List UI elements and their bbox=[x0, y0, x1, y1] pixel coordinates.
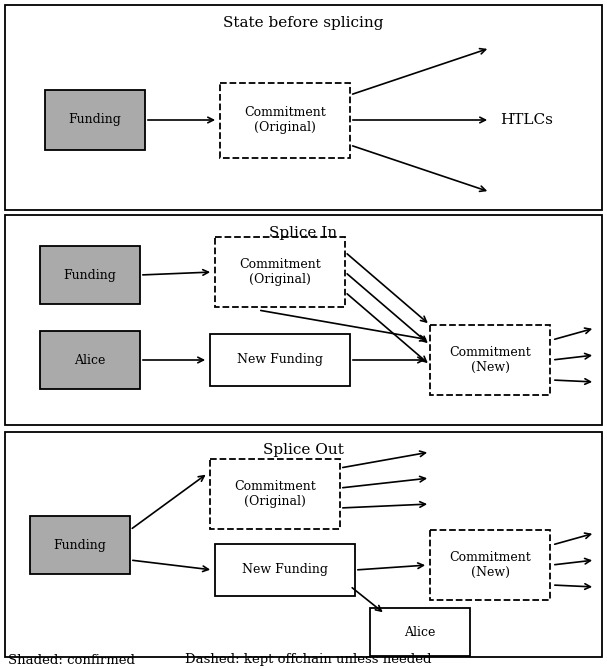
Text: Alice: Alice bbox=[404, 626, 436, 638]
Text: Commitment
(Original): Commitment (Original) bbox=[244, 106, 326, 134]
Bar bbox=[40, 331, 140, 389]
Bar bbox=[220, 82, 350, 157]
Bar bbox=[430, 325, 550, 395]
Text: Splice In: Splice In bbox=[270, 226, 337, 240]
Bar bbox=[370, 608, 470, 656]
Text: Splice Out: Splice Out bbox=[263, 443, 344, 457]
Text: Funding: Funding bbox=[69, 114, 121, 126]
Bar bbox=[30, 516, 130, 574]
Text: HTLCs: HTLCs bbox=[500, 113, 553, 127]
Bar bbox=[40, 246, 140, 304]
Text: Commitment
(Original): Commitment (Original) bbox=[239, 258, 321, 286]
Bar bbox=[45, 90, 145, 150]
Bar bbox=[5, 432, 602, 657]
Bar bbox=[210, 334, 350, 386]
Text: Dashed: kept offchain unless needed: Dashed: kept offchain unless needed bbox=[185, 654, 432, 666]
Text: Commitment
(Original): Commitment (Original) bbox=[234, 480, 316, 508]
Bar bbox=[210, 459, 340, 529]
Bar bbox=[5, 5, 602, 210]
Text: Commitment
(New): Commitment (New) bbox=[449, 551, 531, 579]
Bar bbox=[5, 215, 602, 425]
Text: Alice: Alice bbox=[74, 353, 106, 367]
Text: Commitment
(New): Commitment (New) bbox=[449, 346, 531, 374]
Bar bbox=[215, 237, 345, 307]
Text: New Funding: New Funding bbox=[242, 563, 328, 577]
Bar bbox=[430, 530, 550, 600]
Text: Funding: Funding bbox=[64, 268, 117, 282]
Text: State before splicing: State before splicing bbox=[223, 16, 384, 30]
Text: Funding: Funding bbox=[53, 539, 106, 551]
Text: Shaded: confirmed: Shaded: confirmed bbox=[8, 654, 135, 666]
Text: New Funding: New Funding bbox=[237, 353, 323, 367]
Bar bbox=[215, 544, 355, 596]
